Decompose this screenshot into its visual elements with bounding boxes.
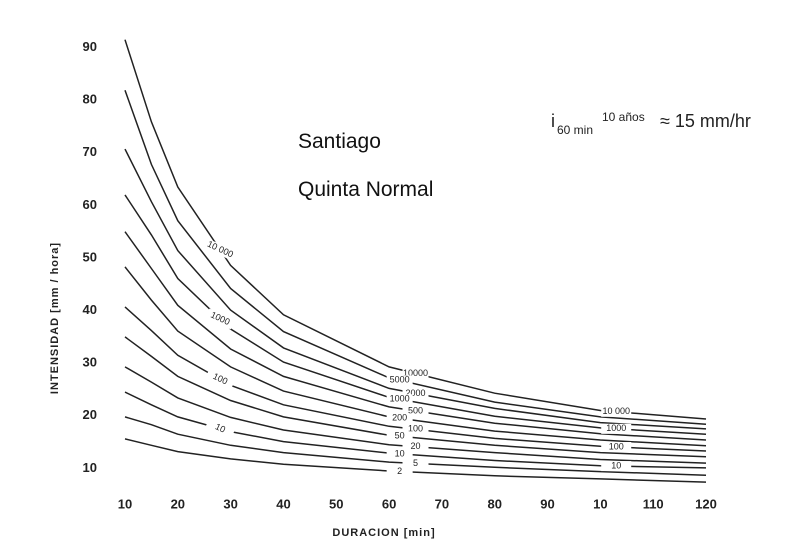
x-tick-label: 90 xyxy=(540,496,554,511)
left-label-bg xyxy=(205,308,235,330)
curve-label-bg xyxy=(402,458,429,469)
x-tick-label: 60 xyxy=(382,496,396,511)
curve-label-bg xyxy=(386,413,413,424)
curve-label-bg xyxy=(386,394,413,405)
curve xyxy=(124,266,707,447)
curve xyxy=(124,89,707,425)
right-curve-label: 100 xyxy=(609,441,624,451)
y-tick-label: 80 xyxy=(83,92,97,107)
x-tick-label: 50 xyxy=(329,496,343,511)
left-curve-label: 10 xyxy=(214,421,227,434)
curve-label: 1000 xyxy=(390,394,410,404)
place: Santiago xyxy=(298,130,381,153)
x-tick-label: 120 xyxy=(695,496,717,511)
x-tick-label: 20 xyxy=(171,496,185,511)
curve-label-bg xyxy=(386,431,413,442)
x-tick-label: 40 xyxy=(276,496,290,511)
right-curve-label: 10 000 xyxy=(602,406,630,416)
left-curve-label: 10 000 xyxy=(206,239,235,260)
x-tick-label: 70 xyxy=(435,496,449,511)
y-tick-label: 50 xyxy=(83,249,97,264)
curve-label: 5 xyxy=(413,458,418,468)
curve-label-bg xyxy=(402,388,429,399)
y-tick-label: 40 xyxy=(83,302,97,317)
curve-label: 50 xyxy=(395,431,405,441)
right-curve-label: 1000 xyxy=(606,423,626,433)
curve xyxy=(124,366,707,464)
curve-label-bg xyxy=(402,441,429,452)
curve xyxy=(124,231,707,441)
y-tick-label: 70 xyxy=(83,144,97,159)
x-tick-label: 10 xyxy=(118,496,132,511)
right-label-bg xyxy=(601,442,632,453)
right-label-bg xyxy=(601,423,632,434)
curve xyxy=(124,194,707,435)
curve-label: 200 xyxy=(392,413,407,423)
left-label-bg xyxy=(205,418,235,440)
formula-rest: ≈ 15 mm/hr xyxy=(660,111,751,131)
curve xyxy=(124,391,707,469)
formula-sup: 10 años xyxy=(602,110,645,124)
x-tick-label: 30 xyxy=(223,496,237,511)
curve-label-bg xyxy=(402,405,429,416)
y-tick-label: 10 xyxy=(83,460,97,475)
curve-label-bg xyxy=(386,448,413,459)
left-label-bg xyxy=(205,368,235,390)
curve-label: 2000 xyxy=(405,388,425,398)
right-label-bg xyxy=(601,406,632,417)
formula-sub: 60 min xyxy=(557,123,593,137)
y-tick-label: 20 xyxy=(83,407,97,422)
y-tick-label: 30 xyxy=(83,355,97,370)
y-tick-label: 90 xyxy=(83,39,97,54)
curve xyxy=(124,438,707,483)
curve-label: 100 xyxy=(408,424,423,434)
y-axis-label: INTENSIDAD [mm / hora] xyxy=(49,242,61,394)
curve-label: 500 xyxy=(408,405,423,415)
curve-label-bg xyxy=(402,368,429,379)
x-tick-label: 10 xyxy=(593,496,607,511)
y-tick-label: 60 xyxy=(83,197,97,212)
x-tick-label: 80 xyxy=(487,496,501,511)
left-label-bg xyxy=(205,239,235,261)
formula-i: i xyxy=(551,111,555,131)
curve-label-bg xyxy=(386,466,413,477)
curve xyxy=(124,416,707,476)
station: Quinta Normal xyxy=(298,178,433,201)
curve xyxy=(124,306,707,452)
curve xyxy=(124,336,707,458)
x-axis-label: DURACION [min] xyxy=(332,527,435,539)
curve xyxy=(124,148,707,430)
curve-label: 20 xyxy=(410,441,420,451)
curve-label-bg xyxy=(386,375,413,386)
right-label-bg xyxy=(601,461,632,472)
curve-label: 10000 xyxy=(403,368,428,378)
curve-label-bg xyxy=(402,424,429,435)
curve-label: 2 xyxy=(397,466,402,476)
curve-label: 5000 xyxy=(390,375,410,385)
x-tick-label: 110 xyxy=(643,496,664,511)
curve-label: 10 xyxy=(395,448,405,458)
curve xyxy=(124,39,707,420)
right-curve-label: 10 xyxy=(611,460,621,470)
